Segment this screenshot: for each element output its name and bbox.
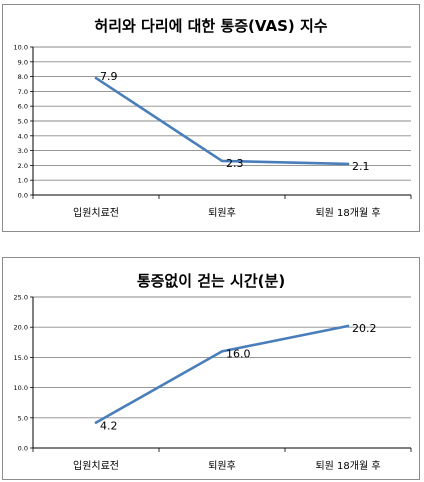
data-point (346, 324, 350, 328)
y-tick-label: 4.0 (18, 132, 28, 140)
pain-vas-chart-svg: 허리와 다리에 대한 통증(VAS) 지수 0.0 1.0 2.0 3.0 4.0 5.0… (14, 17, 412, 219)
y-tick-label: 20.0 (14, 324, 28, 332)
y-tick-label: 2.0 (18, 162, 28, 170)
y-tick-label: 25.0 (14, 294, 28, 302)
series-line (94, 324, 350, 424)
x-tick-label: 퇴원 18개월 후 (315, 460, 380, 472)
x-tick-label: 퇴원후 (208, 460, 236, 472)
data-label: 4.2 (100, 420, 118, 433)
walking-time-chart: 통증없이 걷는 시간(분) 0.0 5.0 10.0 15.0 20.0 25.0 입원치료… (2, 257, 420, 480)
y-tick-label: 6.0 (18, 103, 28, 111)
y-tick-label: 10.0 (14, 384, 28, 392)
walking-time-chart-svg: 통증없이 걷는 시간(분) 0.0 5.0 10.0 15.0 20.0 25.0 입원치료… (14, 272, 412, 472)
x-tick-label: 입원치료전 (73, 459, 119, 472)
data-point (94, 76, 98, 80)
y-tick-label: 0.0 (18, 445, 28, 453)
chart-title: 통증없이 걷는 시간(분) (137, 272, 285, 290)
y-tick-label: 15.0 (14, 354, 28, 362)
chart-title: 허리와 다리에 대한 통증(VAS) 지수 (94, 17, 327, 35)
data-point (220, 159, 224, 163)
data-point (220, 350, 224, 353)
x-tick-label: 입원치료전 (73, 206, 119, 219)
data-label: 20.2 (352, 322, 377, 335)
y-tick-label: 10.0 (14, 44, 28, 52)
y-tick-label: 1.0 (18, 177, 28, 185)
y-tick-label: 7.0 (18, 88, 28, 96)
y-tick-label: 3.0 (18, 147, 28, 155)
y-tick-label: 5.0 (18, 414, 28, 422)
data-label: 7.9 (100, 70, 118, 83)
data-label: 2.3 (226, 157, 244, 170)
y-tick-label: 9.0 (18, 58, 28, 66)
y-tick-label: 8.0 (18, 73, 28, 81)
data-label: 2.1 (352, 160, 370, 173)
y-tick-label: 0.0 (18, 192, 28, 200)
y-tick-label: 5.0 (18, 118, 28, 126)
data-point (346, 162, 350, 166)
x-tick-label: 퇴원 18개월 후 (315, 207, 380, 219)
x-tick-label: 퇴원후 (208, 207, 236, 219)
data-point (94, 421, 98, 424)
data-label: 16.0 (226, 347, 251, 360)
pain-vas-chart: 허리와 다리에 대한 통증(VAS) 지수 0.0 1.0 2.0 3.0 4.0 5.0… (2, 4, 420, 232)
